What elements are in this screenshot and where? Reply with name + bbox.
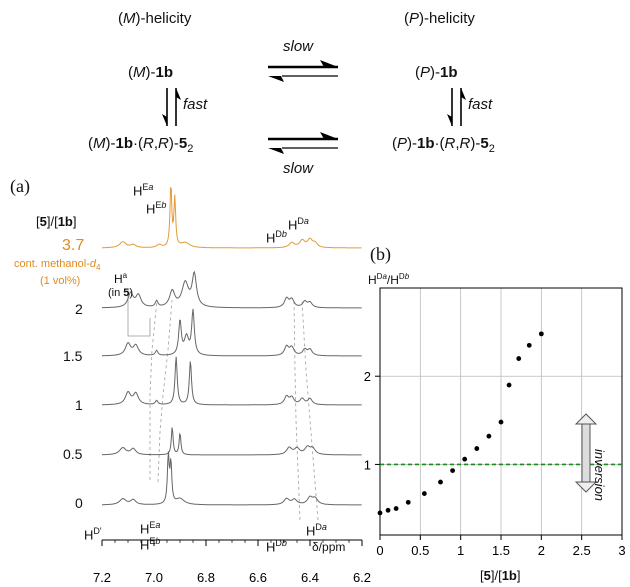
chart-point-6	[450, 468, 455, 474]
nmr-trace-5	[102, 451, 362, 506]
chart-point-4	[421, 491, 427, 496]
chart-point-11	[506, 382, 512, 388]
peak-label-hda-bottom: HDa	[306, 522, 327, 539]
chart-xtick-0: 0	[376, 543, 383, 558]
chart-point-8	[474, 446, 480, 451]
nmr-trace-0	[102, 187, 362, 249]
chart-ytick-1: 2	[364, 369, 371, 384]
species-p-1b: (P)-1b	[415, 64, 458, 81]
peak-label-hd-prime: HD'	[84, 526, 102, 543]
chart-point-12	[516, 356, 522, 361]
peak-label-hdb-top: HDb	[266, 229, 287, 246]
peak-label-hea-top: HEa	[133, 182, 154, 199]
nmr-trace-3	[102, 356, 362, 406]
nmr-xtick-label-3: 6.6	[249, 570, 267, 585]
chart-point-5	[438, 479, 443, 485]
chart-xtick-3: 1.5	[492, 543, 510, 558]
nmr-trace-1	[102, 270, 362, 309]
slow-label-top: slow	[283, 38, 314, 55]
chart-ylabel: HDa/HDb	[368, 272, 410, 287]
panel-b-label: (b)	[370, 244, 391, 264]
inversion-label: inversion	[592, 449, 607, 502]
chart-point-9	[486, 433, 492, 439]
chart-point-13	[526, 342, 532, 348]
peak-label-ha: Ha	[114, 271, 128, 286]
trace-label-1-5: 1.5	[63, 348, 83, 364]
correlation-lines	[149, 299, 319, 521]
chart-point-0	[377, 510, 383, 516]
chart-point-2	[393, 506, 399, 511]
orange-note-line2: (1 vol%)	[40, 275, 81, 287]
chart-point-7	[462, 456, 468, 462]
peak-label-ha-sub: (in 5)	[108, 287, 134, 299]
nmr-xtick-label-4: 6.4	[301, 570, 319, 585]
species-m-1b-complex: (M)-1b·(R,R)-52	[88, 135, 194, 155]
orange-ratio-value: 3.7	[62, 237, 85, 254]
peak-label-hea-bottom: HEa	[140, 520, 161, 537]
fast-label-left: fast	[183, 96, 208, 113]
trace-label-0: 0	[75, 495, 83, 511]
chart-point-14	[538, 331, 544, 337]
chart-point-1	[385, 507, 391, 513]
peak-label-heb-bottom: HEb	[140, 536, 161, 553]
chart-ytick-0: 1	[364, 457, 371, 472]
nmr-trace-4	[102, 427, 362, 456]
chart-xtick-5: 2.5	[573, 543, 591, 558]
nmr-trace-2	[102, 308, 362, 357]
chart-xlabel: [5]/[1b]	[480, 568, 521, 583]
chart-xtick-6: 3	[618, 543, 625, 558]
nmr-xlabel: δ/ppm	[312, 540, 346, 554]
trace-label-2: 2	[75, 301, 83, 317]
trace-label-1: 1	[75, 397, 83, 413]
species-m-1b: (M)-1b	[128, 64, 174, 81]
nmr-xtick-label-1: 7.0	[145, 570, 163, 585]
ha-callout-line	[127, 290, 151, 337]
chart-point-3	[405, 499, 411, 505]
header-p-helicity: (P)-helicity	[404, 10, 475, 27]
inversion-arrow	[574, 413, 598, 493]
chart-xtick-1: 0.5	[411, 543, 429, 558]
equilibrium-arrows	[162, 60, 466, 154]
chart-xtick-4: 2	[538, 543, 545, 558]
peak-label-hda-top: HDa	[288, 216, 309, 233]
nmr-xtick-label-5: 6.2	[353, 570, 371, 585]
nmr-xtick-label-0: 7.2	[93, 570, 111, 585]
panel-a-label: (a)	[10, 176, 30, 196]
species-p-1b-complex: (P)-1b·(R,R)-52	[392, 135, 495, 155]
chart-point-10	[498, 419, 504, 425]
peak-label-heb-top: HEb	[146, 200, 167, 217]
slow-label-bottom: slow	[283, 160, 314, 177]
peak-label-hdb-bottom: HDb	[266, 538, 287, 555]
orange-note-line1: cont. methanol-d4	[14, 258, 101, 273]
trace-label-0-5: 0.5	[63, 446, 83, 462]
fast-label-right: fast	[468, 96, 493, 113]
header-m-helicity: (M)-helicity	[118, 10, 192, 27]
nmr-xtick-label-2: 6.8	[197, 570, 215, 585]
ratio-header: [5]/[1b]	[36, 214, 77, 229]
chart-xtick-2: 1	[457, 543, 464, 558]
